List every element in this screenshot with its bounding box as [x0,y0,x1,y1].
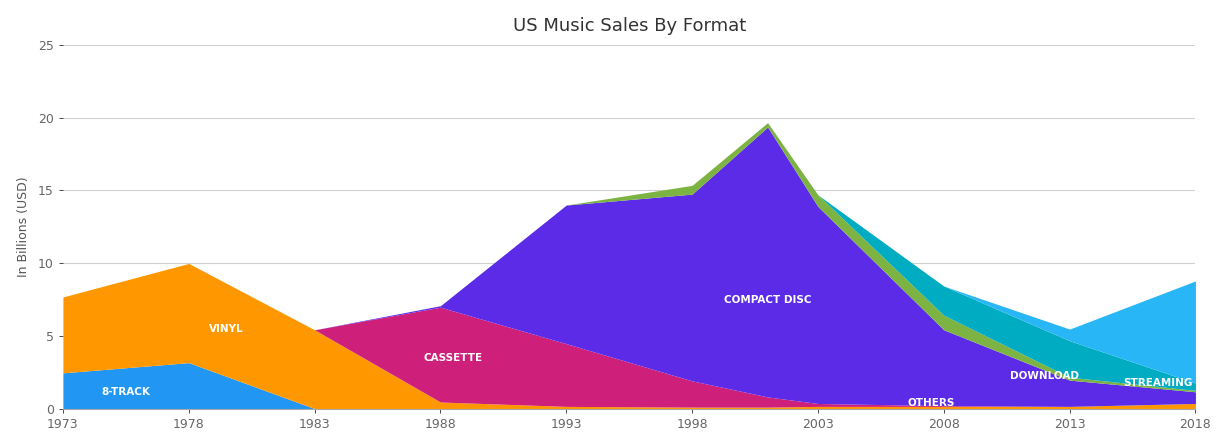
Text: VINYL: VINYL [209,324,244,334]
Text: COMPACT DISC: COMPACT DISC [723,295,812,305]
Text: OTHERS: OTHERS [907,398,955,408]
Text: STREAMING: STREAMING [1124,378,1192,388]
Title: US Music Sales By Format: US Music Sales By Format [512,17,745,34]
Text: CASSETTE: CASSETTE [424,353,483,363]
Text: DOWNLOAD: DOWNLOAD [1009,371,1079,381]
Y-axis label: In Billions (USD): In Billions (USD) [17,177,29,277]
Text: 8-TRACK: 8-TRACK [102,387,150,397]
